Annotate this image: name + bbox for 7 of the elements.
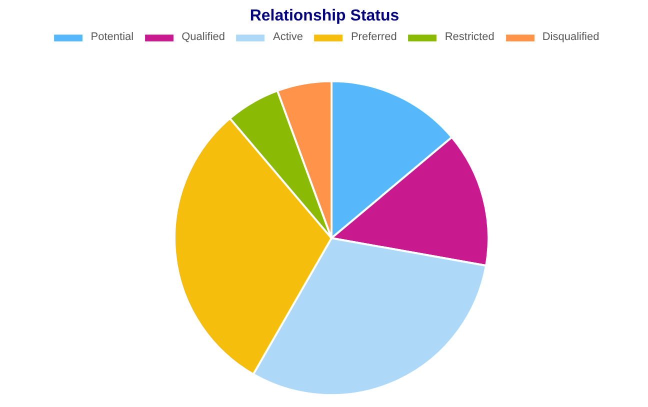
legend-label: Disqualified	[542, 31, 600, 43]
chart-title: Relationship Status	[250, 8, 400, 24]
legend-label: Preferred	[350, 31, 397, 43]
legend-label: Active	[273, 31, 303, 43]
legend-label: Potential	[90, 31, 134, 43]
legend-label: Qualified	[182, 31, 225, 43]
legend-label: Restricted	[444, 31, 494, 43]
